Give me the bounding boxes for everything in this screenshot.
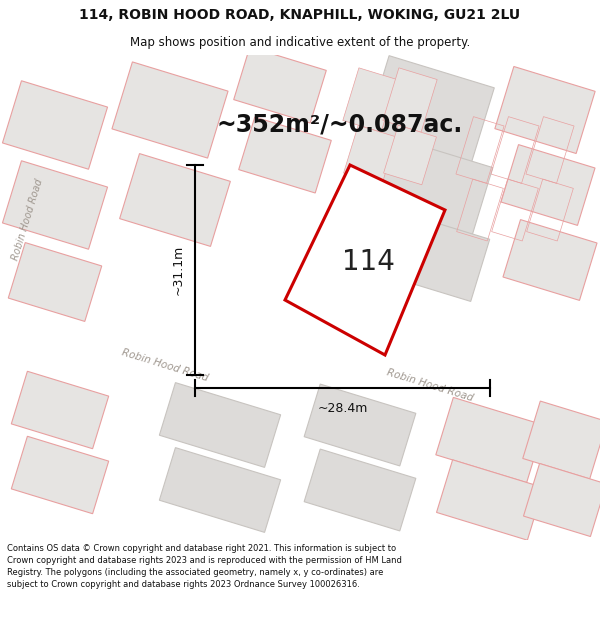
Polygon shape	[8, 242, 102, 321]
Polygon shape	[11, 371, 109, 449]
Text: ~28.4m: ~28.4m	[317, 402, 368, 415]
Text: Robin Hood Road: Robin Hood Road	[121, 347, 209, 383]
Polygon shape	[234, 47, 326, 123]
Text: Robin Hood Road: Robin Hood Road	[386, 367, 475, 403]
Polygon shape	[343, 68, 397, 132]
Polygon shape	[436, 398, 544, 482]
Polygon shape	[2, 161, 107, 249]
Polygon shape	[503, 219, 597, 301]
Polygon shape	[501, 144, 595, 226]
Text: 114, ROBIN HOOD ROAD, KNAPHILL, WOKING, GU21 2LU: 114, ROBIN HOOD ROAD, KNAPHILL, WOKING, …	[79, 8, 521, 22]
Polygon shape	[119, 154, 230, 246]
Polygon shape	[285, 165, 445, 355]
Polygon shape	[383, 125, 436, 185]
Polygon shape	[304, 449, 416, 531]
Text: ~31.1m: ~31.1m	[172, 245, 185, 295]
Text: ~352m²/~0.087ac.: ~352m²/~0.087ac.	[217, 113, 463, 137]
Polygon shape	[523, 401, 600, 479]
Polygon shape	[112, 62, 228, 158]
Polygon shape	[11, 436, 109, 514]
Text: Contains OS data © Crown copyright and database right 2021. This information is : Contains OS data © Crown copyright and d…	[7, 544, 402, 589]
Polygon shape	[370, 209, 490, 301]
Polygon shape	[495, 66, 595, 154]
Text: Map shows position and indicative extent of the property.: Map shows position and indicative extent…	[130, 36, 470, 49]
Polygon shape	[344, 125, 397, 185]
Polygon shape	[160, 448, 281, 532]
Polygon shape	[366, 56, 494, 164]
Polygon shape	[367, 136, 493, 234]
Polygon shape	[383, 68, 437, 132]
Text: Robin Hood Road: Robin Hood Road	[11, 178, 45, 262]
Polygon shape	[239, 117, 331, 193]
Polygon shape	[437, 460, 544, 540]
Polygon shape	[2, 81, 107, 169]
Polygon shape	[304, 384, 416, 466]
Text: 114: 114	[341, 248, 394, 276]
Polygon shape	[160, 382, 281, 468]
Polygon shape	[523, 464, 600, 536]
